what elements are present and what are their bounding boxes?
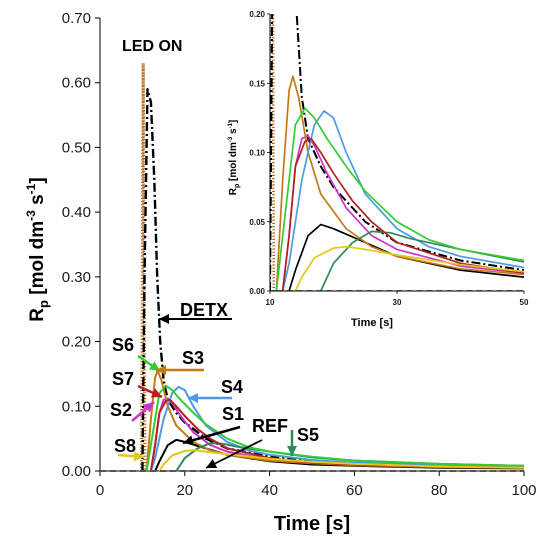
y-tick-label: 0.20 [62, 334, 91, 351]
inset-x-tick-label: 50 [520, 298, 529, 307]
inset-y-tick-label: 0.10 [249, 149, 265, 158]
y-axis-title: Rp [mol dm-3 s-1] [24, 177, 51, 321]
x-axis-title: Time [s] [274, 513, 350, 535]
y-tick-label: 0.00 [62, 463, 91, 480]
inset-y-axis-title: Rp [mol dm-3 s-1] [228, 120, 241, 196]
y-tick-label: 0.60 [62, 75, 91, 92]
inset-y-tick-label: 0.00 [249, 287, 265, 296]
label-s3: S3 [182, 348, 204, 368]
label-s5: S5 [297, 425, 319, 445]
label-detx: DETX [180, 300, 228, 320]
inset-x-tick-label: 10 [266, 298, 275, 307]
y-tick-label: 0.70 [62, 10, 91, 27]
inset-plot: 0.00 0.05 0.10 0.15 0.20 10 30 50 Time [s] Rp [mo… [207, 0, 550, 329]
y-tick-label: 0.40 [62, 204, 91, 221]
x-tick-label: 20 [176, 482, 193, 499]
y-tick-label: 0.30 [62, 269, 91, 286]
x-tick-label: 0 [96, 482, 104, 499]
label-s6: S6 [112, 335, 134, 355]
label-s8: S8 [114, 436, 136, 456]
inset-x-tick-label: 30 [393, 298, 402, 307]
inset-y-tick-label: 0.05 [249, 218, 265, 227]
label-s4: S4 [221, 377, 243, 397]
label-s7: S7 [112, 369, 134, 389]
x-tick-label: 60 [346, 482, 363, 499]
y-tick-label: 0.10 [62, 398, 91, 415]
label-s1: S1 [222, 404, 244, 424]
x-tick-label: 100 [511, 482, 536, 499]
y-tick-label: 0.50 [62, 139, 91, 156]
label-led-on: LED ON [122, 38, 182, 55]
inset-y-tick-label: 0.20 [249, 10, 265, 19]
label-ref: REF [252, 416, 288, 436]
x-tick-label: 80 [431, 482, 448, 499]
inset-y-tick-label: 0.15 [249, 79, 265, 88]
inset-x-axis-title: Time [s] [351, 317, 393, 329]
arrow-s4-head [188, 393, 198, 403]
x-tick-label: 40 [261, 482, 278, 499]
label-s2: S2 [110, 400, 132, 420]
